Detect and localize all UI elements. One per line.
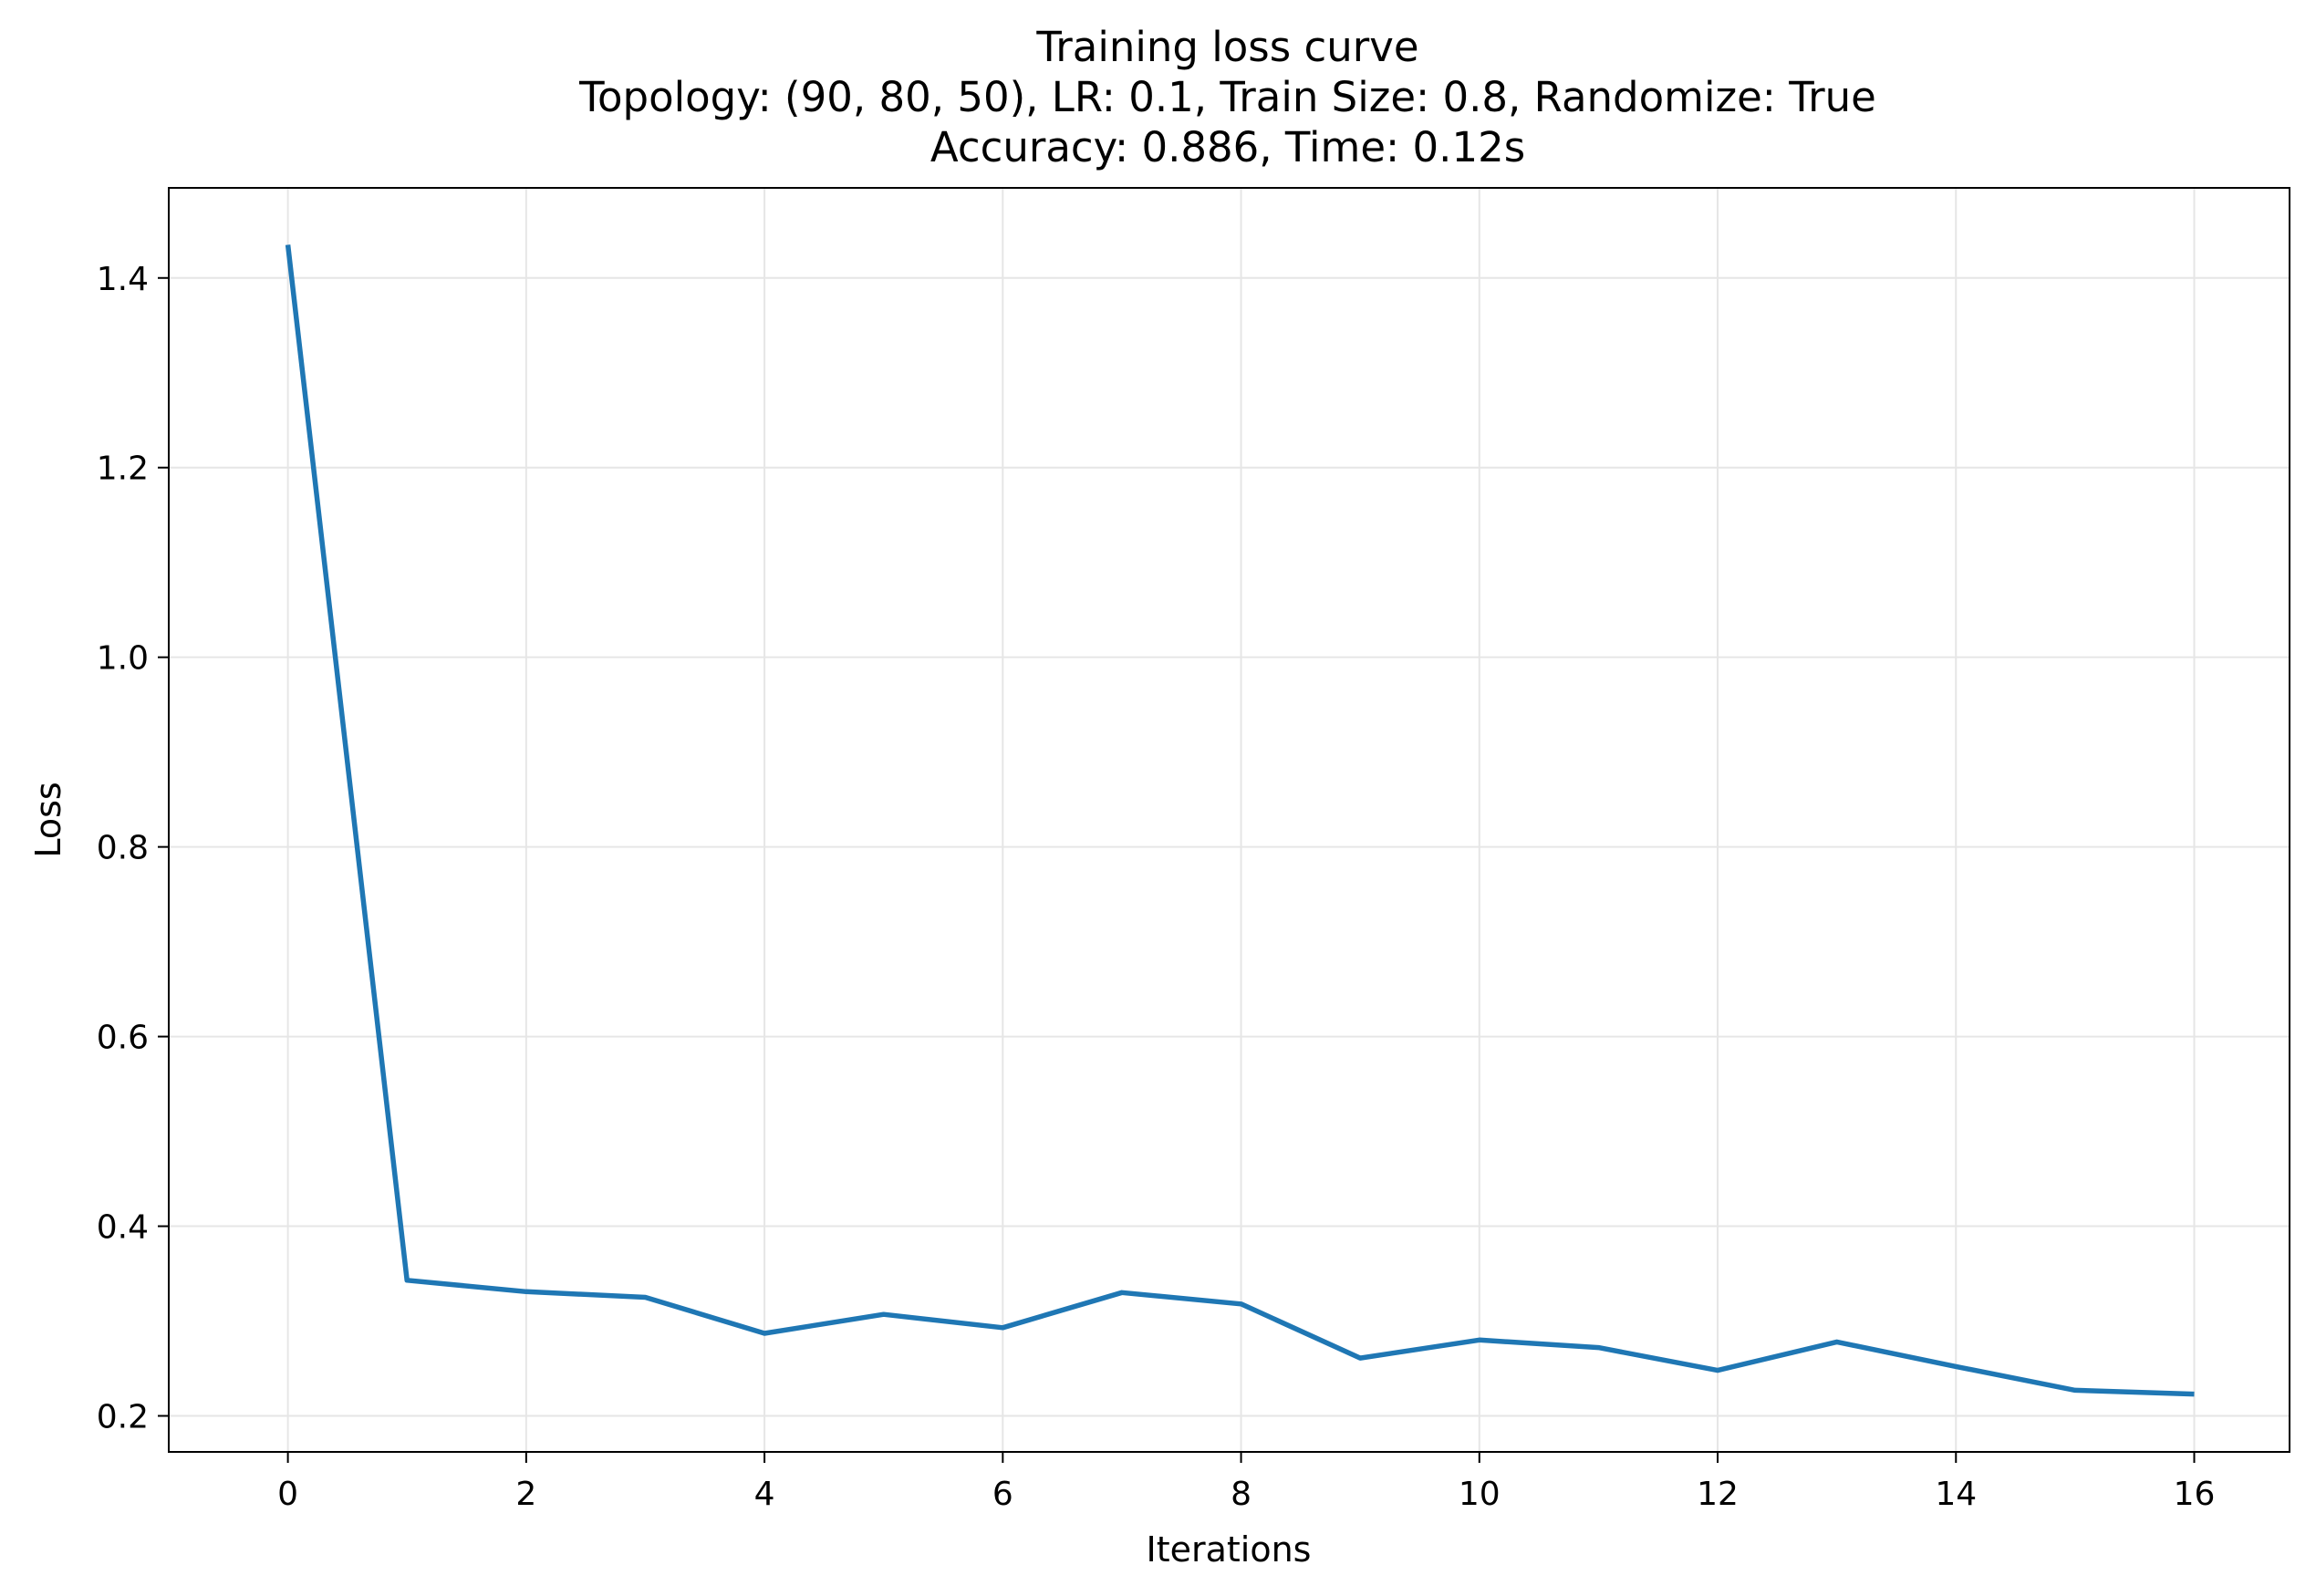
- chart-subtitle-line-2: Accuracy: 0.886, Time: 0.12s: [930, 123, 1525, 171]
- y-tick-label: 0.8: [97, 830, 149, 867]
- x-axis-ticks: 0 2 4 6 8 10 12 14 16: [277, 1452, 2215, 1513]
- y-tick-label: 0.4: [97, 1209, 149, 1247]
- x-tick-label: 16: [2174, 1476, 2216, 1513]
- x-tick-label: 4: [754, 1476, 775, 1513]
- series-layer: [285, 244, 2195, 1397]
- plot-frame: [168, 187, 2290, 1453]
- x-tick-label: 6: [992, 1476, 1013, 1513]
- y-tick-label: 0.6: [97, 1020, 149, 1057]
- x-tick-label: 12: [1697, 1476, 1739, 1513]
- chart-subtitle-line-1: Topology: (90, 80, 50), LR: 0.1, Train S…: [578, 73, 1876, 121]
- y-tick-label: 0.2: [97, 1398, 149, 1435]
- y-tick-label: 1.2: [97, 451, 149, 488]
- x-axis-label: Iterations: [1147, 1529, 1312, 1570]
- chart-title: Training loss curve: [1035, 23, 1418, 71]
- y-tick-label: 1.0: [97, 640, 149, 678]
- x-tick-label: 14: [1935, 1476, 1977, 1513]
- x-tick-label: 8: [1231, 1476, 1251, 1513]
- y-tick-label: 1.4: [97, 261, 149, 298]
- y-axis-label: Loss: [28, 782, 68, 857]
- x-tick-label: 10: [1459, 1476, 1501, 1513]
- x-tick-label: 2: [515, 1476, 536, 1513]
- y-axis-ticks: 0.2 0.4 0.6 0.8 1.0 1.2 1.4: [97, 261, 169, 1435]
- grid-layer: [169, 188, 2290, 1452]
- x-tick-label: 0: [277, 1476, 298, 1513]
- series-line-0: [285, 244, 2195, 1397]
